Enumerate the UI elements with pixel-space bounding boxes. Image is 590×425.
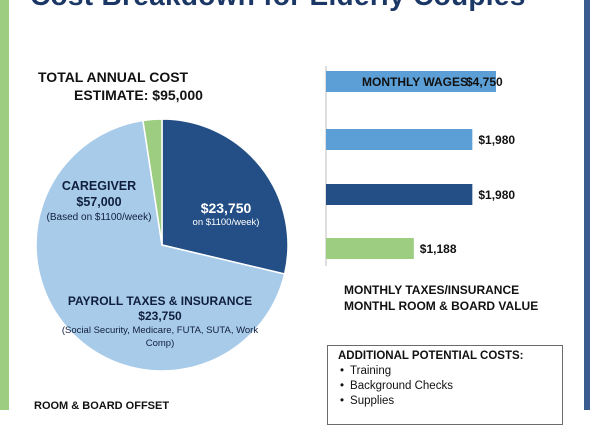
- caregiver-slice-label: CAREGIVER $57,000 (Based on $1100/week): [40, 178, 158, 226]
- dark-slice-note: on $1100/week): [192, 217, 260, 228]
- pie-slice-2: [142, 118, 163, 246]
- pie-slice-1: [161, 118, 289, 275]
- monthly-labels: MONTHLY TAXES/INSURANCE MONTHL ROOM & BO…: [344, 282, 538, 314]
- caregiver-amount: $57,000: [76, 195, 122, 209]
- payroll-note: (Social Security, Medicare, FUTA, SUTA, …: [61, 325, 259, 349]
- bar-value-label-3: $1,188: [420, 242, 457, 256]
- bar-3: [326, 238, 414, 259]
- bar-value-label-0: $4,750: [466, 75, 503, 89]
- total-line-1: TOTAL ANNUAL COST: [38, 69, 189, 85]
- additional-cost-item: Supplies: [350, 394, 552, 409]
- pie-chart: [35, 118, 289, 372]
- payroll-slice-label: PAYROLL TAXES & INSURANCE $23,750 (Socia…: [60, 294, 260, 350]
- additional-costs-list: Training Background Checks Supplies: [338, 364, 552, 409]
- bar-2: [326, 184, 473, 205]
- bar-category-label-0: MONTHLY WAGES: [362, 75, 468, 89]
- payroll-title: PAYROLL TAXES & INSURANCE: [67, 294, 253, 308]
- room-board-offset-label: ROOM & BOARD OFFSET: [34, 400, 170, 412]
- left-frame-stripe: [0, 0, 9, 410]
- caregiver-note: (Based on $1100/week): [46, 212, 152, 223]
- caregiver-title: CAREGIVER: [61, 179, 137, 193]
- tax-label-line-2: MONTHL ROOM & BOARD VALUE: [344, 299, 539, 313]
- additional-costs-heading: ADDITIONAL POTENTIAL COSTS:: [338, 350, 524, 362]
- dark-slice-amount: $23,750: [200, 200, 252, 216]
- total-line-2: ESTIMATE: $95,000: [74, 87, 203, 103]
- bar-1: [326, 129, 473, 150]
- dark-slice-label: $23,750 on $1100/week): [176, 200, 276, 228]
- additional-cost-item: Background Checks: [350, 379, 552, 394]
- pie-slice-0: [35, 119, 286, 372]
- payroll-amount: $23,750: [138, 309, 182, 323]
- bar-value-label-1: $1,980: [478, 133, 515, 147]
- total-annual-cost-label: TOTAL ANNUAL COST ESTIMATE: $95,000: [38, 68, 268, 104]
- additional-costs-box: ADDITIONAL POTENTIAL COSTS: Training Bac…: [327, 345, 563, 425]
- additional-cost-item: Training: [350, 364, 552, 379]
- bar-0: [326, 71, 496, 92]
- bar-value-label-2: $1,980: [478, 188, 515, 202]
- page-title: Cost Breakdown for Elderly Couples: [30, 0, 526, 12]
- bar-chart: MONTHLY WAGES$4,750 $1,980 $1,980 $1,188: [325, 66, 515, 266]
- right-frame-stripe: [584, 0, 590, 410]
- tax-label-line-1: MONTHLY TAXES/INSURANCE: [344, 283, 520, 297]
